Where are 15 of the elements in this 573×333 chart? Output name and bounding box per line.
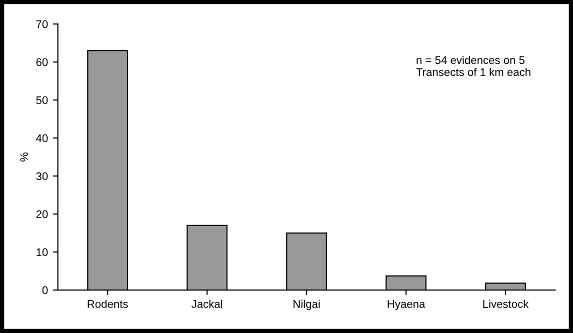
- x-tick-label: Hyaena: [388, 300, 426, 310]
- y-tick-label: 60: [36, 58, 48, 66]
- x-tick-label: Jackal: [192, 300, 222, 308]
- y-axis-title: %: [20, 152, 28, 162]
- y-tick-label: 0: [42, 286, 48, 294]
- x-tick-label: Rodents: [88, 300, 128, 308]
- y-tick-label: 20: [36, 210, 48, 218]
- y-tick-label: 10: [36, 248, 48, 256]
- x-tick-label: Nilgai: [294, 300, 320, 310]
- y-tick-label: 30: [36, 172, 48, 180]
- annotation: n = 54 evidences on 5 Transects of 1 km each: [416, 56, 530, 76]
- y-tick-label: 50: [36, 96, 48, 104]
- x-tick-label: Livestock: [483, 300, 529, 308]
- y-tick-label: 70: [36, 20, 48, 28]
- y-tick-label: 40: [36, 134, 48, 142]
